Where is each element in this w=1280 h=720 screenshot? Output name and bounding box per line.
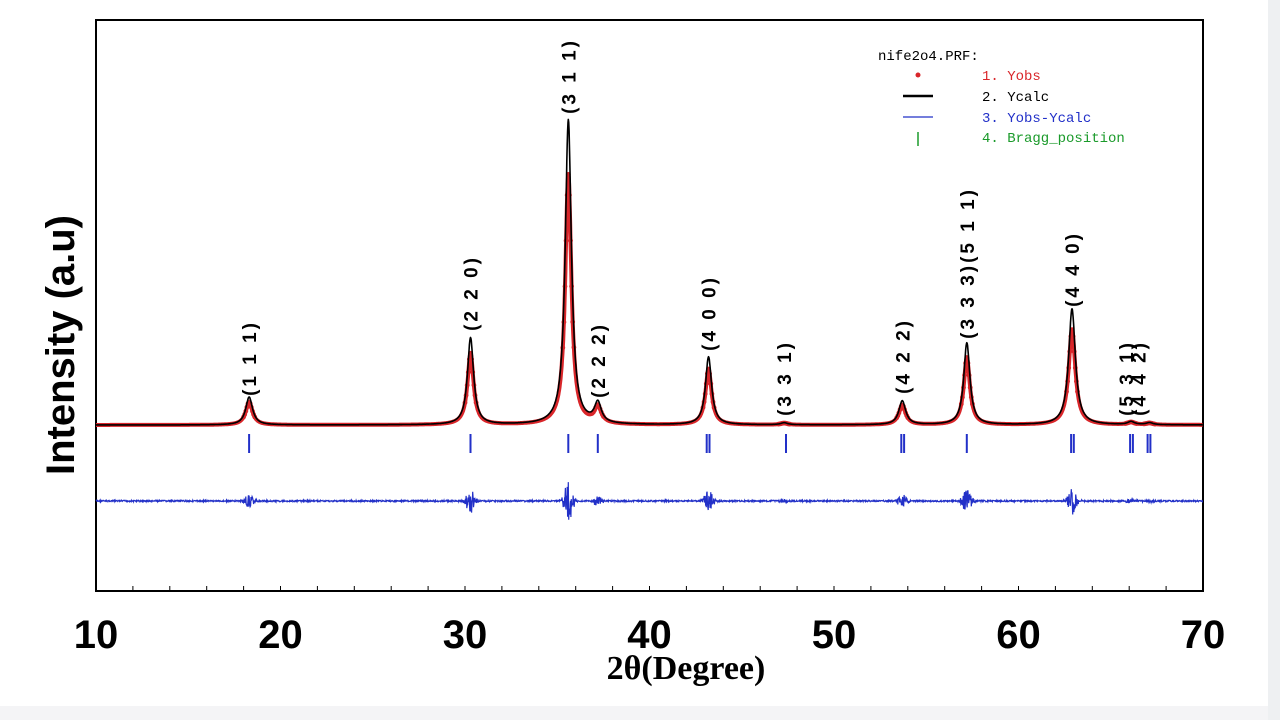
x-minor-ticks: [132, 586, 1167, 591]
x-tick-label: 70: [1181, 613, 1226, 657]
hkl-label: (1 1 1): [240, 320, 261, 396]
y-axis-label: Intensity (a.u): [39, 215, 83, 475]
x-tick-label: 30: [443, 613, 488, 657]
yobs-curve: [94, 172, 1205, 427]
x-tick-label: 20: [258, 613, 303, 657]
observed-points-layer: [94, 172, 1205, 427]
calculated-curve-layer: [95, 118, 1204, 426]
hkl-label: (4 2 2): [893, 318, 914, 394]
x-axis-label: 2θ(Degree): [607, 650, 766, 687]
legend-label-diff: 3. Yobs-Ycalc: [982, 111, 1091, 127]
ycalc-curve: [95, 118, 1204, 426]
yobs-ycalc-curve: [95, 482, 1204, 520]
reflection-labels-layer: (1 1 1) (2 2 0) (3 1 1) (2 2 2) (4 0 0) (3 3 …: [240, 38, 1150, 416]
hkl-label: (3 3 3)(5 1 1): [958, 187, 979, 339]
background-strip: [0, 706, 1280, 720]
x-tick-label: 60: [996, 613, 1041, 657]
background-strip-right: [1268, 0, 1280, 720]
hkl-label: (4 4 2): [1130, 340, 1151, 416]
legend-label-ycalc: 2. Ycalc: [982, 90, 1049, 106]
x-tick-label: 50: [812, 613, 857, 657]
legend: nife2o4.PRF: 1. Yobs 2. Ycalc 3. Yobs-Yc…: [878, 49, 1125, 147]
hkl-label: (5 3 1): [1117, 340, 1138, 416]
hkl-label: (3 3 1): [775, 340, 796, 416]
difference-curve-layer: [95, 482, 1204, 520]
xrd-chart: (1 1 1) (2 2 0) (3 1 1) (2 2 2) (4 0 0) (3 3 …: [39, 19, 1226, 687]
hkl-label: (4 4 0): [1063, 231, 1084, 307]
hkl-label: (2 2 0): [462, 255, 483, 331]
legend-label-bragg: 4. Bragg_position: [982, 131, 1125, 147]
hkl-label: (3 1 1): [559, 38, 580, 114]
hkl-label: (2 2 2): [589, 322, 610, 398]
x-tick-label: 10: [74, 613, 119, 657]
x-tick-label: 40: [627, 613, 672, 657]
legend-marker-yobs: [915, 72, 921, 78]
legend-title: nife2o4.PRF:: [878, 49, 979, 65]
yobs-point: [568, 238, 573, 244]
x-tick-labels: 10 20 30 40 50 60 70: [74, 613, 1226, 657]
hkl-label: (4 0 0): [700, 275, 721, 351]
bragg-markers-layer: [248, 434, 1152, 453]
legend-label-yobs: 1. Yobs: [982, 69, 1041, 85]
